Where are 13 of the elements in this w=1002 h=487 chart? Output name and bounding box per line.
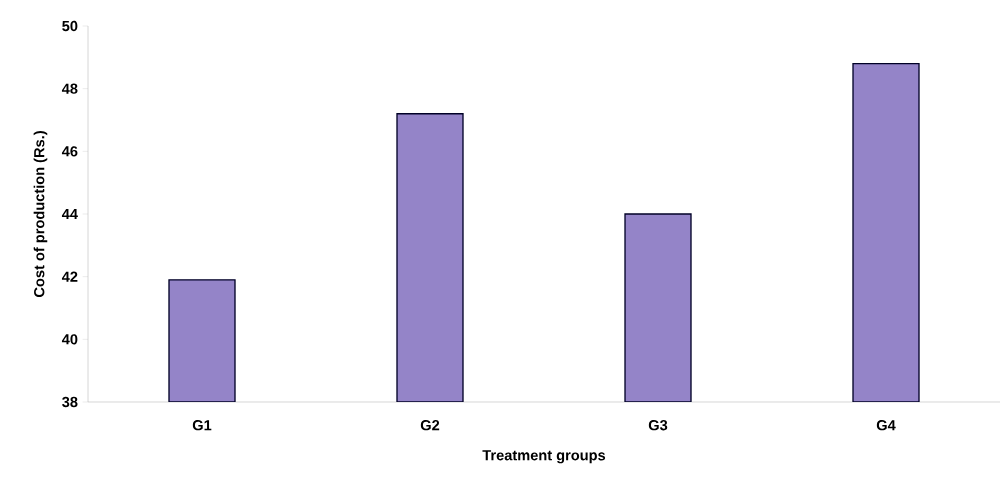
x-tick-label: G3 [648, 420, 668, 431]
y-axis-title: Cost of production (Rs.) [33, 131, 48, 297]
y-tick-label: 38 [62, 396, 78, 408]
y-tick-label: 44 [61, 208, 78, 220]
y-tick-label: 42 [61, 271, 78, 282]
y-tick-label: 40 [61, 334, 78, 345]
x-tick-label: G2 [420, 420, 440, 431]
y-tick-label: 46 [61, 146, 78, 157]
x-axis-title: Treatment groups [482, 450, 606, 464]
y-tick-label: 50 [62, 20, 78, 32]
y-tick-label: 48 [61, 83, 78, 94]
x-tick-label: G4 [876, 420, 896, 431]
x-tick-label: G1 [192, 420, 212, 431]
